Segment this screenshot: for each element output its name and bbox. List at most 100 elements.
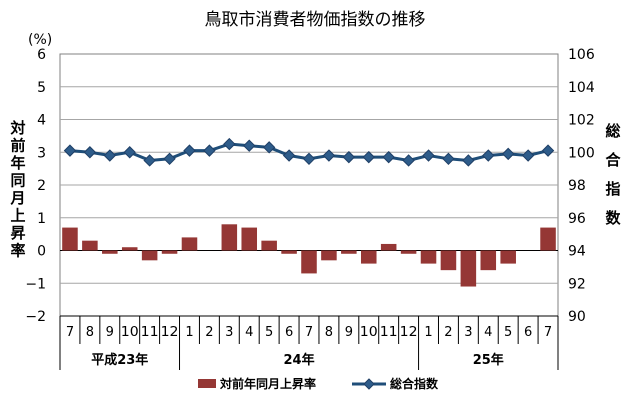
index-point-19: [442, 152, 455, 166]
month-label: 3: [464, 325, 472, 340]
bar-24: [540, 227, 556, 251]
bar-8: [221, 224, 238, 251]
bar-2: [102, 250, 118, 254]
bar-5: [161, 250, 178, 254]
month-label: 10: [360, 325, 378, 340]
month-label: 11: [141, 325, 159, 340]
month-label: 8: [86, 325, 94, 340]
bar-0: [62, 227, 78, 251]
index-point-1: [83, 146, 97, 159]
right-tick-label: 90: [568, 309, 586, 325]
year-label: 平成23年: [91, 352, 148, 368]
month-label: 5: [265, 325, 273, 340]
month-label: 4: [245, 325, 253, 340]
bar-1: [82, 240, 98, 251]
index-point-23: [521, 149, 535, 162]
month-label: 9: [345, 325, 353, 340]
month-label: 7: [544, 325, 552, 340]
index-point-3: [123, 146, 136, 159]
index-point-13: [322, 149, 336, 162]
left-axis-label: 対前年同月上昇率: [9, 119, 25, 260]
month-label: 10: [121, 325, 139, 340]
bar-19: [440, 250, 457, 271]
left-tick-label: 2: [37, 178, 46, 194]
bar-15: [360, 250, 377, 264]
month-label: 6: [285, 325, 293, 340]
bar-3: [121, 247, 138, 251]
month-label: 12: [161, 325, 179, 340]
index-point-4: [143, 154, 156, 167]
left-axis-unit: (%): [28, 32, 52, 48]
index-point-15: [362, 150, 375, 164]
right-axis-label-char: 総: [605, 122, 620, 140]
left-axis-label-char: 年: [10, 154, 25, 172]
index-point-18: [422, 149, 435, 162]
right-axis-ticks: 106 104 102 100 98 96 94 92 90: [568, 47, 595, 325]
left-tick-label: 0: [37, 244, 46, 260]
bar-series: [62, 224, 556, 287]
legend: 対前年同月上昇率 総合指数: [198, 376, 439, 391]
month-label: 3: [225, 325, 233, 340]
month-label: 11: [380, 325, 398, 340]
right-tick-label: 106: [568, 47, 595, 63]
right-axis-label-char: 指: [605, 180, 620, 198]
bar-9: [241, 227, 258, 251]
month-label: 12: [400, 325, 418, 340]
bar-6: [181, 237, 198, 251]
left-axis-label-char: 対: [9, 119, 25, 137]
left-axis-label-char: 同: [10, 172, 25, 190]
index-point-24: [541, 144, 555, 157]
left-tick-label: 1: [37, 211, 46, 227]
legend-line-label: 総合指数: [390, 376, 439, 391]
bar-13: [321, 250, 337, 261]
left-axis-label-char: 上: [10, 207, 25, 225]
index-point-2: [103, 149, 117, 162]
left-axis-label-char: 月: [9, 189, 25, 207]
left-tick-label: 4: [37, 113, 46, 129]
legend-bar-swatch: [198, 379, 216, 388]
month-label: 7: [66, 325, 74, 340]
year-label: 24年: [283, 352, 314, 368]
month-label: 5: [504, 325, 512, 340]
index-point-11: [282, 149, 296, 162]
right-tick-label: 104: [568, 80, 595, 96]
left-tick-label: 6: [37, 47, 46, 63]
legend-line-marker: [363, 378, 375, 390]
month-label: 7: [305, 325, 313, 340]
bar-18: [420, 250, 437, 264]
bar-11: [281, 250, 297, 254]
index-point-12: [302, 152, 316, 166]
month-label: 2: [205, 325, 213, 340]
month-label: 4: [484, 325, 492, 340]
right-axis-label-char: 数: [605, 209, 621, 227]
index-point-0: [63, 144, 77, 157]
bar-4: [141, 250, 158, 261]
month-label: 2: [444, 325, 452, 340]
index-point-8: [223, 137, 236, 151]
right-tick-label: 92: [568, 276, 586, 292]
bar-14: [341, 250, 357, 254]
right-axis-label-char: 合: [604, 151, 621, 169]
index-point-7: [203, 144, 216, 157]
bar-20: [460, 250, 477, 287]
right-tick-label: 96: [568, 211, 586, 227]
month-label: 1: [424, 325, 432, 340]
left-axis-label-char: 昇: [10, 224, 25, 242]
index-point-17: [402, 154, 415, 167]
index-point-6: [183, 144, 196, 157]
month-label: 1: [185, 325, 193, 340]
bar-22: [500, 250, 516, 264]
bar-10: [261, 240, 277, 251]
month-label: 6: [524, 325, 532, 340]
index-point-9: [243, 139, 256, 152]
month-label: 8: [325, 325, 333, 340]
left-tick-label: −2: [25, 309, 46, 325]
index-point-22: [501, 147, 515, 161]
index-point-5: [163, 152, 176, 166]
right-tick-label: 100: [568, 145, 595, 161]
left-tick-label: 3: [37, 145, 46, 161]
left-axis-label-char: 前: [10, 137, 25, 155]
bar-16: [380, 243, 397, 251]
